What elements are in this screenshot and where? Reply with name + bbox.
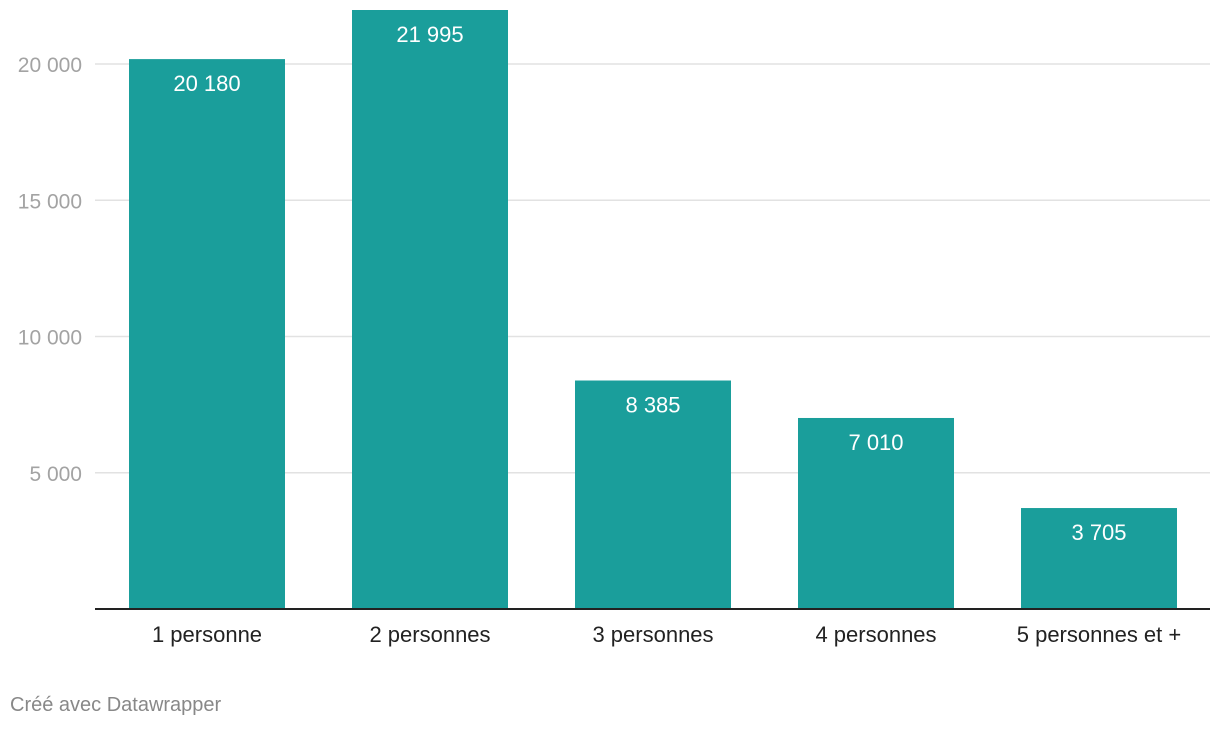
bar	[798, 417, 954, 609]
y-axis-labels: 5 000 10 000 15 000 20 000	[18, 54, 82, 486]
x-category-label: 3 personnes	[592, 622, 713, 647]
x-category-label: 5 personnes et +	[1017, 622, 1182, 647]
bar	[1021, 508, 1177, 609]
value-labels: 20 180 21 995 8 385 7 010 3 705	[173, 22, 1126, 545]
x-category-label: 2 personnes	[369, 622, 490, 647]
x-category-label: 1 personne	[152, 622, 262, 647]
bar-value-label: 7 010	[848, 430, 903, 455]
bar-value-label: 3 705	[1071, 520, 1126, 545]
footer-credit: Créé avec Datawrapper	[10, 694, 222, 716]
y-tick-label: 15 000	[18, 190, 82, 213]
x-category-label: 4 personnes	[815, 622, 936, 647]
x-axis-labels: 1 personne 2 personnes 3 personnes 4 person…	[152, 622, 1181, 647]
bar	[129, 59, 285, 610]
bar-value-label: 21 995	[396, 22, 463, 47]
bar-value-label: 20 180	[173, 71, 240, 96]
y-tick-label: 20 000	[18, 54, 82, 77]
y-tick-label: 10 000	[18, 327, 82, 350]
bar	[352, 10, 508, 609]
bar-value-label: 8 385	[625, 393, 680, 418]
bar	[575, 380, 731, 609]
y-tick-label: 5 000	[29, 463, 82, 486]
bars	[129, 10, 1177, 610]
